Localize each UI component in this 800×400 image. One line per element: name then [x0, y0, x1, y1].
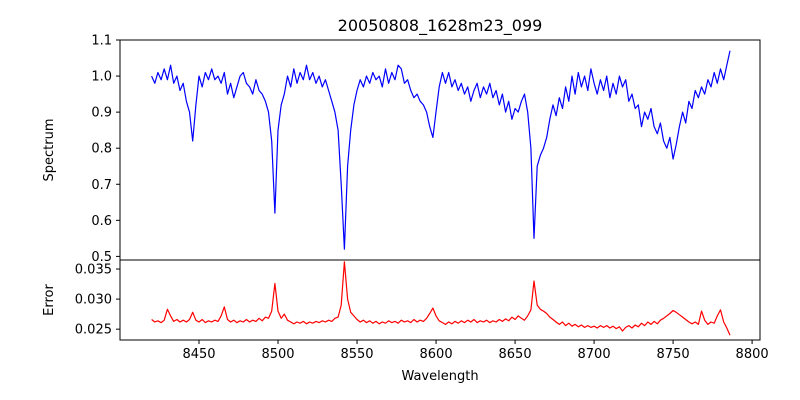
error-y-axis: 0.025 0.030 0.035	[75, 263, 120, 338]
x-tick-label: 8650	[499, 347, 532, 362]
spectrum-y-tick-label: 0.8	[91, 142, 112, 157]
spectrum-y-tick-label: 0.9	[91, 106, 112, 121]
chart-title: 20050808_1628m23_099	[338, 16, 543, 36]
x-tick-label: 8750	[657, 347, 690, 362]
spectrum-y-axis: 0.5 0.6 0.7 0.8 0.9 1.0 1.1	[91, 34, 120, 265]
x-tick-label: 8700	[578, 347, 611, 362]
spectrum-y-tick-label: 1.0	[91, 70, 112, 85]
spectrum-y-tick-label: 0.5	[91, 250, 112, 265]
error-y-axis-title: Error	[42, 284, 57, 316]
error-panel-frame	[119, 259, 761, 341]
spectrum-y-tick-label: 1.1	[91, 34, 112, 49]
x-axis: 8450 8500 8550 8600 8650 8700 8750 8800	[182, 340, 769, 362]
spectrum-series-line	[151, 50, 731, 250]
error-y-tick-label: 0.035	[75, 263, 112, 278]
spectrum-y-tick-label: 0.7	[91, 178, 112, 193]
spectrum-plot-area	[151, 50, 731, 250]
x-tick-label: 8500	[261, 347, 294, 362]
error-y-tick-label: 0.025	[75, 323, 112, 338]
error-series-line	[151, 261, 731, 336]
error-panel: 0.025 0.030 0.035 Error	[42, 259, 761, 341]
error-y-tick-label: 0.030	[75, 293, 112, 308]
spectrum-y-tick-label: 0.6	[91, 214, 112, 229]
x-tick-label: 8600	[420, 347, 453, 362]
x-tick-label: 8450	[182, 347, 215, 362]
spectrum-y-axis-title: Spectrum	[42, 119, 57, 182]
error-plot-area	[151, 261, 731, 336]
x-axis-title: Wavelength	[401, 369, 478, 384]
x-tick-label: 8550	[340, 347, 373, 362]
x-tick-label: 8800	[736, 347, 769, 362]
